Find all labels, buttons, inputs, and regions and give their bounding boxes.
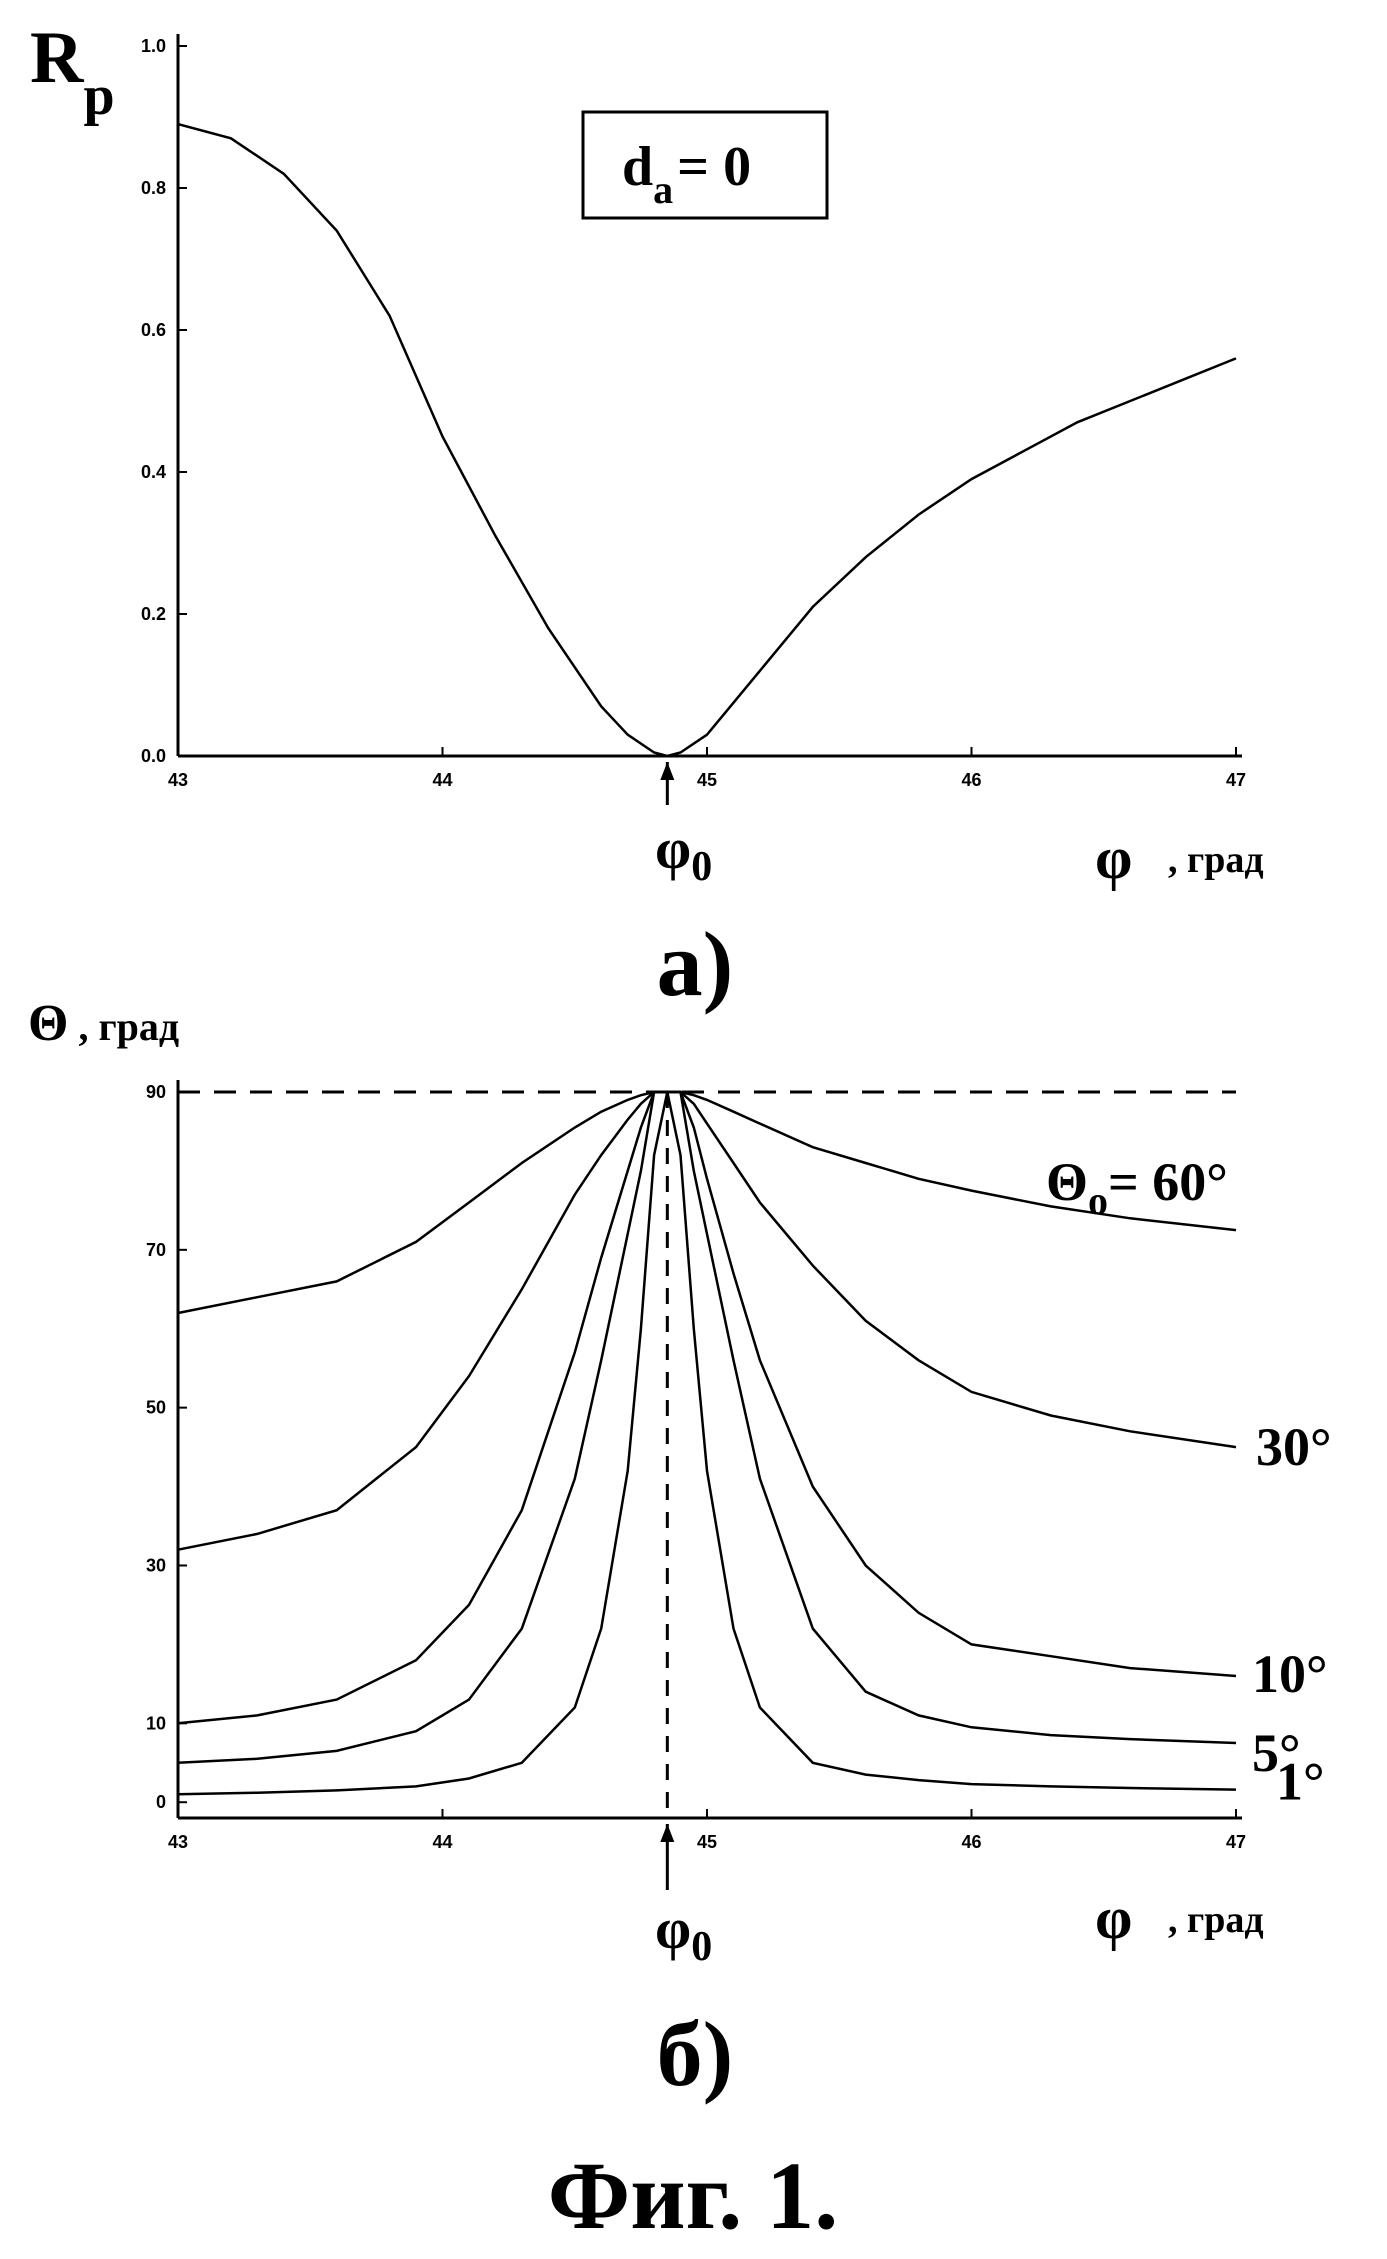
chart-a-ylabel: Rp <box>30 17 115 127</box>
chart-a-y-tick-label: 0.0 <box>141 746 166 766</box>
chart-b-series-label: 1° <box>1276 1752 1325 1812</box>
chart-b-y-tick-label: 50 <box>146 1398 166 1418</box>
chart-a-y-tick-label: 0.4 <box>141 462 166 482</box>
chart-b-y-tick-label: 70 <box>146 1240 166 1260</box>
chart-b-y-tick-label: 30 <box>146 1555 166 1575</box>
chart-a-x-tick-label: 45 <box>697 770 717 790</box>
chart-b-panel-label: б) <box>657 2003 734 2105</box>
chart-b-marker-label: φ0 <box>655 1896 712 1970</box>
chart-a-marker-label: φ0 <box>655 816 712 890</box>
chart-a-panel-label: а) <box>657 913 734 1015</box>
chart-b-y-tick-label: 10 <box>146 1713 166 1733</box>
chart-a-xlabel: φ , град <box>1095 825 1264 891</box>
chart-a-y-tick-label: 1.0 <box>141 36 166 56</box>
chart-a: Rp da= 0 φ , град φ0 а) 43 44 45 46 47 0.0 0.2… <box>30 17 1264 1015</box>
figure-caption: Фиг. 1. <box>548 2142 839 2249</box>
chart-b-xlabel-symbol: φ <box>1095 1885 1132 1951</box>
chart-b-x-tick-label: 47 <box>1226 1832 1246 1852</box>
chart-b: Θ, град φ , град φ0 б) 43 44 45 46 47 0 10 30 50… <box>28 995 1332 2105</box>
chart-b-series-label: 30° <box>1256 1417 1332 1477</box>
chart-b-marker-arrowhead <box>660 1824 674 1842</box>
chart-a-x-tick-label: 44 <box>432 770 452 790</box>
chart-a-y-tick-label: 0.8 <box>141 178 166 198</box>
chart-b-x-tick-label: 45 <box>697 1832 717 1852</box>
chart-a-xlabel-symbol: φ <box>1095 825 1132 891</box>
chart-b-series-label: 10° <box>1252 1644 1328 1704</box>
chart-b-y-tick-label: 90 <box>146 1082 166 1102</box>
chart-b-xlabel: φ , град <box>1095 1885 1264 1951</box>
chart-a-marker-arrowhead <box>660 762 674 780</box>
chart-b-series-label: Θo= 60° <box>1046 1152 1228 1223</box>
chart-a-x-tick-label: 46 <box>961 770 981 790</box>
chart-b-x-tick-label: 44 <box>432 1832 452 1852</box>
chart-a-annotation: da= 0 <box>622 136 751 212</box>
chart-a-xlabel-unit: , град <box>1168 839 1264 881</box>
chart-b-x-tick-label: 46 <box>961 1832 981 1852</box>
chart-a-annotation-box: da= 0 <box>583 112 827 218</box>
chart-a-y-tick-label: 0.2 <box>141 604 166 624</box>
chart-a-x-tick-label: 43 <box>168 770 188 790</box>
chart-b-xlabel-unit: , град <box>1168 1899 1264 1941</box>
chart-a-x-tick-label: 47 <box>1226 770 1246 790</box>
chart-a-y-tick-label: 0.6 <box>141 320 166 340</box>
chart-b-y-tick-label: 0 <box>156 1792 166 1812</box>
chart-b-ylabel: Θ, град <box>28 995 179 1052</box>
chart-b-x-tick-label: 43 <box>168 1832 188 1852</box>
